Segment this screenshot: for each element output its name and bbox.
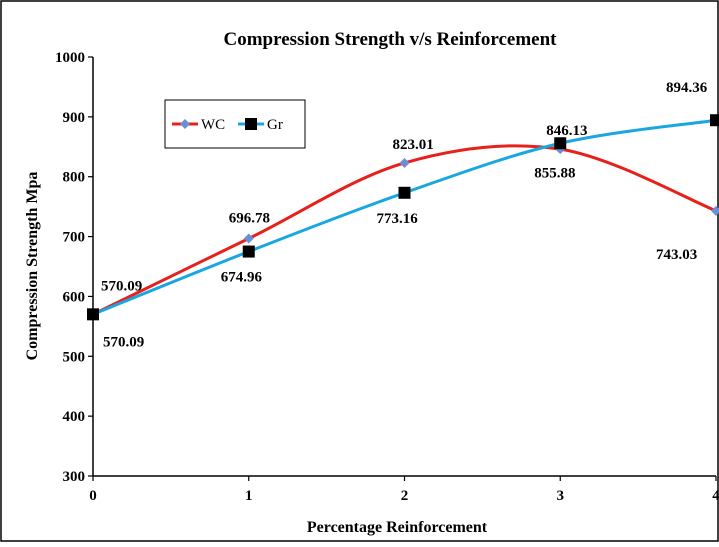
y-tick-label: 400 xyxy=(63,409,86,425)
x-tick-label: 0 xyxy=(89,488,97,504)
tick-labels: 300 400 500 600 700 800 900 1000 0 1 2 3 4 xyxy=(55,50,719,504)
data-label-Gr: 570.09 xyxy=(103,334,144,350)
y-tick-label: 800 xyxy=(63,170,86,186)
legend-marker-WC xyxy=(180,119,190,129)
y-tick-label: 1000 xyxy=(55,50,85,66)
data-label-Gr: 773.16 xyxy=(377,211,419,227)
y-axis-label: Compression Strength Mpa xyxy=(24,172,41,361)
data-label-Gr: 894.36 xyxy=(666,80,708,96)
y-tick-label: 500 xyxy=(63,349,86,365)
legend-label-WC: WC xyxy=(201,117,225,133)
x-tick-label: 2 xyxy=(401,488,409,504)
y-tick-label: 700 xyxy=(63,230,86,246)
data-label-Gr: 855.88 xyxy=(534,165,575,181)
axes xyxy=(88,56,717,481)
point-Gr xyxy=(242,245,255,258)
point-Gr xyxy=(398,186,411,199)
legend: WC Gr xyxy=(164,99,306,149)
y-tick-label: 600 xyxy=(63,289,86,305)
x-tick-label: 3 xyxy=(557,488,565,504)
data-label-WC: 846.13 xyxy=(546,123,587,139)
series-layer xyxy=(87,114,719,321)
data-label-WC: 570.09 xyxy=(101,278,142,294)
point-Gr xyxy=(710,114,719,127)
point-WC xyxy=(399,157,410,168)
data-label-Gr: 674.96 xyxy=(221,270,263,286)
point-Gr xyxy=(87,308,99,321)
x-tick-label: 1 xyxy=(245,488,253,504)
y-tick-label: 900 xyxy=(63,110,86,126)
data-label-WC: 743.03 xyxy=(656,247,697,263)
data-label-WC: 696.78 xyxy=(229,210,270,226)
y-tick-label: 300 xyxy=(63,469,86,485)
chart-title: Compression Strength v/s Reinforcement xyxy=(223,29,557,50)
point-WC xyxy=(243,233,254,244)
x-tick-label: 4 xyxy=(712,488,719,504)
point-WC xyxy=(711,205,719,216)
point-Gr xyxy=(554,137,567,150)
legend-label-Gr: Gr xyxy=(267,117,283,133)
legend-marker-Gr xyxy=(245,118,257,130)
data-label-WC: 823.01 xyxy=(393,137,434,153)
data-labels: 570.09 696.78 823.01 846.13 743.03 570.09 674.… xyxy=(101,80,708,350)
x-axis-label: Percentage Reinforcement xyxy=(307,519,488,536)
